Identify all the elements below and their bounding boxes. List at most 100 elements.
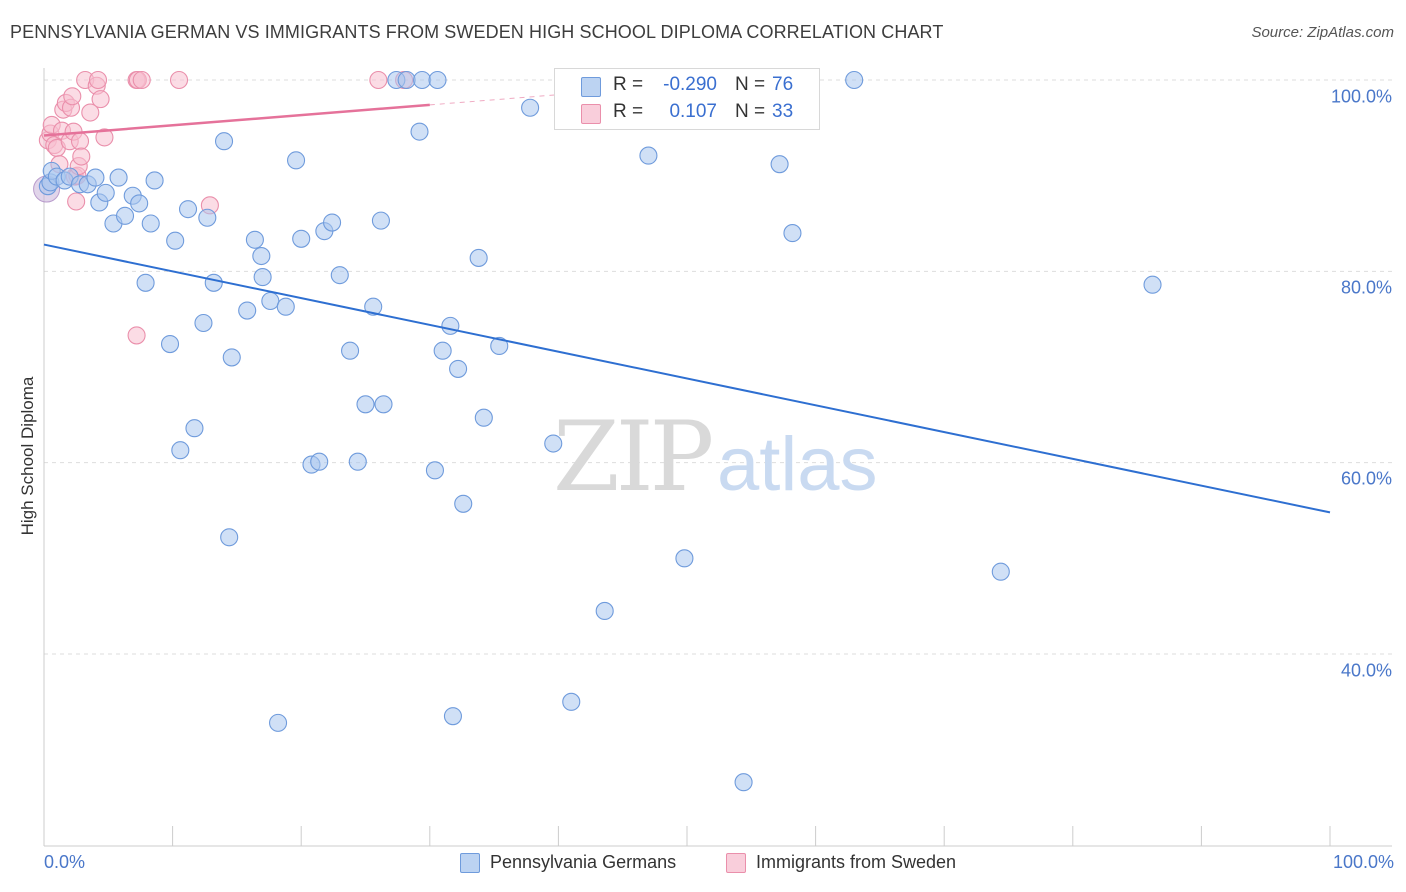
n-label: N = — [735, 74, 766, 95]
sweden-point — [81, 103, 100, 122]
pennsylvania-german-point — [185, 419, 204, 438]
axes — [43, 68, 1392, 847]
pennsylvania-german-point — [413, 70, 432, 90]
watermark: ZIP atlas — [553, 401, 878, 513]
correlation-legend: R = -0.290 N = 76 R = 0.107 N = 33 — [554, 68, 820, 130]
pennsylvania-german-point — [845, 70, 864, 90]
pennsylvania-german-point — [330, 266, 349, 285]
watermark-atlas: atlas — [717, 422, 878, 507]
blue-swatch — [581, 77, 601, 97]
pennsylvania-german-point — [136, 273, 155, 292]
pennsylvania-german-point — [292, 229, 311, 248]
pennsylvania-german-point — [595, 601, 614, 621]
pennsylvania-german-point — [521, 98, 540, 117]
watermark-zip: ZIP — [553, 401, 712, 513]
pennsylvania-german-point — [991, 562, 1010, 581]
pennsylvania-german-point — [770, 155, 789, 174]
y-tick-label: 60.0% — [1340, 468, 1392, 489]
pennsylvania-german-point — [428, 70, 447, 90]
sweden-point — [95, 128, 114, 147]
pennsylvania-german-point — [454, 494, 473, 513]
sweden-points — [33, 70, 414, 345]
chart-title: PENNSYLVANIA GERMAN VS IMMIGRANTS FROM S… — [10, 22, 944, 42]
pennsylvania-german-points — [38, 70, 1162, 792]
r-label: R = — [613, 101, 644, 122]
pennsylvania-german-point — [130, 194, 149, 213]
pennsylvania-german-point — [734, 773, 753, 792]
pennsylvania-german-point — [171, 441, 190, 460]
pennsylvania-german-point — [252, 246, 271, 266]
pink-swatch — [581, 104, 601, 124]
pennsylvania-german-point — [310, 452, 329, 471]
pennsylvania-german-point — [86, 168, 105, 187]
pennsylvania-german-point — [204, 273, 223, 292]
pennsylvania-german-point — [341, 341, 360, 360]
x-tick-label-min: 0.0% — [44, 852, 86, 872]
pink-swatch — [726, 853, 746, 873]
pennsylvania-german-point — [222, 348, 241, 367]
legend-label: Pennsylvania Germans — [490, 852, 677, 872]
pennsylvania-german-point — [253, 268, 272, 287]
pennsylvania-german-point — [562, 692, 581, 711]
y-tick-label: 80.0% — [1340, 277, 1392, 298]
sweden-point — [72, 147, 91, 166]
pennsylvania-german-point — [269, 713, 288, 732]
y-tick-label: 40.0% — [1340, 660, 1392, 681]
pennsylvania-german-point — [371, 211, 390, 230]
pennsylvania-german-point — [675, 549, 694, 568]
sweden-point — [70, 132, 90, 151]
r-value: 0.107 — [669, 101, 717, 122]
sweden-point — [88, 70, 108, 90]
y-tick-label: 100.0% — [1330, 86, 1392, 107]
source-label: Source: ZipAtlas.com — [1251, 24, 1394, 41]
pennsylvania-german-point — [443, 707, 462, 726]
pennsylvania-german-point — [198, 208, 217, 227]
pennsylvania-german-point — [287, 151, 306, 170]
pennsylvania-german-trend-line — [43, 243, 1331, 514]
pennsylvania-german-point — [397, 70, 416, 90]
pennsylvania-german-point — [1143, 275, 1162, 294]
pennsylvania-german-point — [425, 461, 444, 480]
pennsylvania-german-point — [374, 395, 393, 414]
pennsylvania-german-point — [364, 297, 383, 316]
sweden-point — [127, 326, 146, 345]
pennsylvania-german-point — [214, 132, 234, 151]
pennsylvania-german-point — [410, 122, 429, 141]
pennsylvania-german-point — [115, 206, 135, 225]
n-value: 76 — [772, 74, 794, 95]
sweden-point — [169, 70, 189, 90]
pennsylvania-german-point — [639, 146, 658, 165]
pennsylvania-german-point — [783, 224, 802, 243]
pennsylvania-german-point — [145, 171, 164, 190]
pennsylvania-german-point — [449, 359, 468, 378]
pennsylvania-german-point — [356, 395, 375, 414]
pennsylvania-german-point — [441, 316, 460, 335]
pennsylvania-german-point — [141, 214, 160, 233]
sweden-point — [132, 70, 151, 90]
r-label: R = — [613, 74, 644, 95]
pennsylvania-german-point — [261, 291, 280, 311]
pennsylvania-german-point — [96, 183, 115, 202]
x-tick-label-max: 100.0% — [1332, 852, 1394, 872]
r-value: -0.290 — [663, 74, 717, 95]
pennsylvania-german-point — [348, 452, 367, 471]
pennsylvania-german-point — [194, 313, 213, 333]
n-label: N = — [735, 101, 766, 122]
gridlines — [44, 79, 1392, 655]
n-value: 33 — [772, 101, 794, 122]
pennsylvania-german-point — [109, 168, 128, 187]
pennsylvania-german-point — [276, 297, 295, 316]
legend-label: Immigrants from Sweden — [756, 852, 957, 872]
pennsylvania-german-point — [433, 341, 452, 360]
pennsylvania-german-point — [160, 334, 180, 354]
blue-swatch — [460, 853, 480, 873]
pennsylvania-german-point — [544, 434, 563, 453]
pennsylvania-german-point — [474, 408, 493, 427]
pennsylvania-german-point — [178, 200, 198, 219]
pennsylvania-german-point — [238, 301, 257, 320]
sweden-point — [67, 192, 86, 211]
pennsylvania-german-point — [490, 336, 509, 356]
pennsylvania-german-point — [245, 230, 264, 249]
sweden-point — [369, 70, 388, 90]
